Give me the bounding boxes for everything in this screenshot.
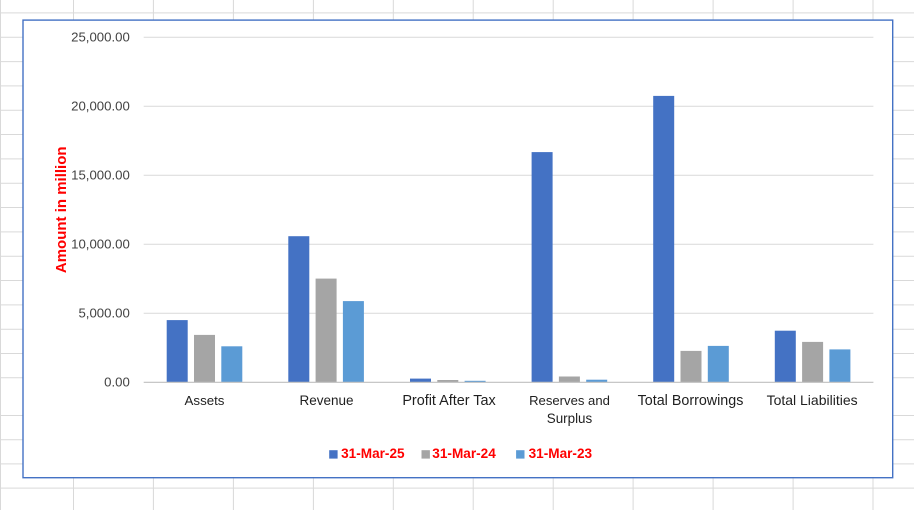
- svg-text:Total Borrowings: Total Borrowings: [638, 393, 744, 409]
- svg-text:Reserves and: Reserves and: [529, 393, 610, 408]
- svg-text:0.00: 0.00: [104, 375, 130, 390]
- svg-text:5,000.00: 5,000.00: [78, 306, 129, 321]
- svg-text:10,000.00: 10,000.00: [71, 237, 130, 252]
- svg-text:31-Mar-24: 31-Mar-24: [432, 446, 496, 461]
- svg-text:Total Liabilities: Total Liabilities: [767, 392, 858, 408]
- svg-text:25,000.00: 25,000.00: [71, 30, 130, 45]
- svg-text:Profit After Tax: Profit After Tax: [402, 393, 496, 409]
- svg-text:Amount in million: Amount in million: [53, 146, 70, 273]
- svg-text:Assets: Assets: [185, 393, 225, 408]
- svg-text:Revenue: Revenue: [299, 393, 353, 408]
- svg-text:20,000.00: 20,000.00: [71, 99, 130, 114]
- svg-text:15,000.00: 15,000.00: [71, 168, 130, 183]
- svg-text:31-Mar-25: 31-Mar-25: [341, 446, 405, 461]
- svg-text:31-Mar-23: 31-Mar-23: [529, 446, 593, 461]
- svg-text:Surplus: Surplus: [547, 411, 593, 426]
